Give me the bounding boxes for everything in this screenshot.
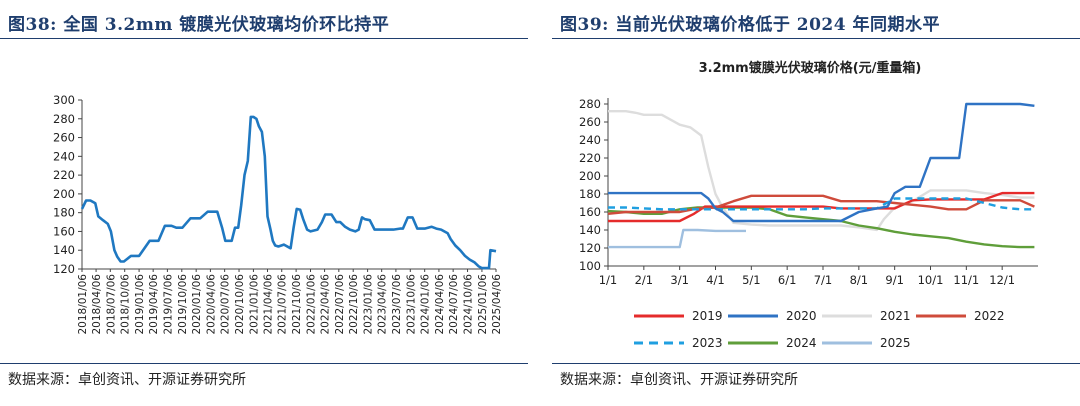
legend-label-2020: 2020 [786,309,817,323]
right-x-tick-label: 9/1 [885,273,904,287]
right-x-tick-label: 5/1 [742,273,761,287]
left-x-tick-label: 2022/04/06 [320,274,332,335]
right-source-rule [552,363,1080,364]
series-line-2019 [608,191,1035,223]
legend-label-2025: 2025 [880,336,911,350]
left-x-tick-label: 2025/04/06 [491,274,503,335]
right-series-group [607,102,1035,249]
right-x-tick-label: 8/1 [850,273,869,287]
left-axes [81,100,496,270]
left-y-tick-label: 120 [53,262,75,276]
left-x-tick-label: 2021/01/06 [248,274,260,335]
left-x-tick-label: 2022/10/06 [348,274,360,335]
left-x-tick-label: 2021/10/06 [291,274,303,335]
right-x-tick-label: 4/1 [706,273,725,287]
left-figure-title: 图38: 全国 3.2mm 镀膜光伏玻璃均价环比持平 [8,15,390,35]
left-x-tick-label: 2022/01/06 [306,274,318,335]
left-y-tick-label: 300 [53,93,75,107]
left-x-tick-label: 2018/10/06 [120,274,132,335]
right-y-tick-label: 160 [579,205,601,219]
right-y-tick-label: 200 [579,169,601,183]
right-x-tick-label: 11/1 [953,273,979,287]
right-chart-title: 3.2mm镀膜光伏玻璃价格(元/重量箱) [699,60,922,76]
series-line-2021 [608,109,1035,232]
series-line-2024 [607,206,1035,249]
right-y-tick-label: 280 [579,97,601,111]
right-y-tick-label: 220 [579,151,601,165]
left-x-tick-label: 2019/01/06 [134,274,146,335]
right-x-tick-label: 12/1 [989,273,1015,287]
right-figure-title: 图39: 当前光伏玻璃价格低于 2024 年同期水平 [560,15,941,35]
left-x-tick-label: 2020/10/06 [234,274,246,335]
left-y-tick-label: 260 [53,131,75,145]
right-x-tick-label: 7/1 [814,273,833,287]
left-source-rule [0,363,528,364]
left-source-note: 数据来源：卓创资讯、开源证券研究所 [8,372,246,388]
right-y-tick-label: 140 [579,223,601,237]
left-x-tick-label: 2020/07/06 [220,274,232,335]
left-x-tick-label: 2020/01/06 [191,274,203,335]
legend-label-2022: 2022 [974,309,1005,323]
left-y-tick-label: 180 [53,206,75,220]
series-line-2020 [608,102,1035,223]
left-y-tick-labels: 120 140 160 180 200 220 240 260 280 300 [53,93,82,276]
right-x-tick-label: 3/1 [670,273,689,287]
left-x-tick-label: 2025/01/06 [477,274,489,335]
right-price-chart: 3.2mm镀膜光伏玻璃价格(元/重量箱) 100 120 140 160 180 200 2… [579,60,1038,350]
left-figure-panel: 图38: 全国 3.2mm 镀膜光伏玻璃均价环比持平 120 140 160 180 2… [0,0,528,406]
left-x-tick-labels: 2018/01/06 2018/04/06 2018/07/06 2018/10/06… [77,269,503,335]
left-price-chart: 120 140 160 180 200 220 240 260 280 300 2018/01/0… [53,93,503,335]
legend-label-2024: 2024 [786,336,817,350]
right-y-tick-label: 100 [579,259,601,273]
left-title-rule [0,38,528,39]
legend-label-2023: 2023 [692,336,723,350]
left-x-tick-label: 2018/01/06 [77,274,89,335]
left-x-tick-label: 2019/04/06 [148,274,160,335]
right-y-tick-label: 260 [579,115,601,129]
left-x-tick-label: 2022/07/06 [334,274,346,335]
left-price-series-line [80,115,497,270]
left-y-tick-label: 280 [53,112,75,126]
right-y-tick-label: 120 [579,241,601,255]
left-x-tick-label: 2018/04/06 [91,274,103,335]
series-line-2022 [607,194,1035,215]
right-x-tick-labels: 1/1 2/1 3/1 4/1 5/1 6/1 7/1 8/1 9/1 10/1 11/1 12/1 [599,266,1015,287]
left-x-tick-label: 2023/01/06 [363,274,375,335]
legend-label-2019: 2019 [692,309,723,323]
right-x-tick-label: 2/1 [635,273,654,287]
right-figure-panel: 图39: 当前光伏玻璃价格低于 2024 年同期水平 3.2mm镀膜光伏玻璃价格… [552,0,1080,406]
left-x-tick-label: 2024/10/06 [463,274,475,335]
right-y-tick-label: 240 [579,133,601,147]
right-x-tick-label: 1/1 [599,273,618,287]
left-y-tick-label: 140 [53,243,75,257]
right-y-tick-label: 180 [579,187,601,201]
left-x-tick-label: 2018/07/06 [105,274,117,335]
right-legend: 2019 2020 2021 2022 2023 2024 2025 [634,309,1005,350]
series-line-2025 [608,228,746,249]
left-y-tick-label: 160 [53,224,75,238]
right-axes [607,98,1038,267]
left-x-tick-label: 2019/10/06 [177,274,189,335]
left-y-tick-label: 240 [53,149,75,163]
left-x-tick-label: 2024/01/06 [420,274,432,335]
left-x-tick-label: 2020/04/06 [205,274,217,335]
left-x-tick-label: 2021/04/06 [262,274,274,335]
left-y-tick-label: 200 [53,187,75,201]
right-x-tick-label: 6/1 [778,273,797,287]
left-x-tick-label: 2024/07/06 [448,274,460,335]
right-y-tick-labels: 100 120 140 160 180 200 220 240 260 280 [579,97,608,273]
series-line-2023 [608,197,1035,211]
left-y-tick-label: 220 [53,168,75,182]
right-x-tick-label: 10/1 [918,273,944,287]
right-title-rule [552,38,1080,39]
left-series-group [80,115,497,270]
left-x-tick-label: 2024/04/06 [434,274,446,335]
left-x-tick-label: 2023/10/06 [405,274,417,335]
left-x-tick-label: 2019/07/06 [162,274,174,335]
left-x-tick-label: 2023/07/06 [391,274,403,335]
legend-label-2021: 2021 [880,309,911,323]
left-x-tick-label: 2023/04/06 [377,274,389,335]
left-x-tick-label: 2021/07/06 [277,274,289,335]
right-source-note: 数据来源：卓创资讯、开源证券研究所 [560,372,798,388]
